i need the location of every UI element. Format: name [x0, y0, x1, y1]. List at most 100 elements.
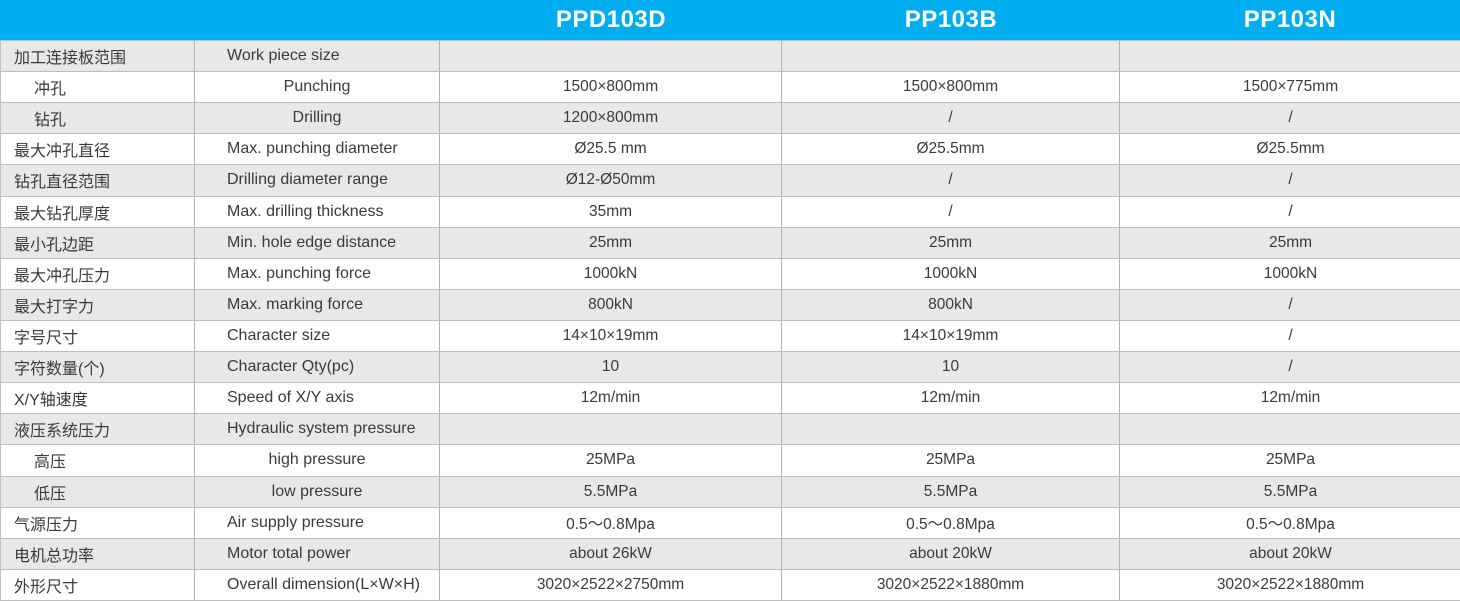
value-pp103n: / — [1288, 327, 1293, 345]
value-pp103b: 800kN — [782, 289, 1120, 320]
table-header-row: PPD103D PP103B PP103N — [0, 0, 1460, 40]
spec-label-en: Hydraulic system pressure — [195, 414, 440, 445]
value-pp103n: / — [1288, 202, 1293, 220]
table-row: 最大冲孔压力 Max. punching force 1000kN 1000kN… — [1, 257, 1460, 289]
value-pp103n: 3020×2522×1880mm — [1216, 575, 1365, 593]
value-ppd103d: Ø12-Ø50mm — [440, 165, 782, 196]
value-pp103n: 5.5MPa — [1263, 482, 1318, 500]
value-pp103b: / — [782, 196, 1120, 227]
spec-label-en: Overall dimension(L×W×H) — [195, 569, 440, 600]
value-pp103n — [1120, 414, 1460, 444]
value-ppd103d: 25mm — [440, 227, 782, 258]
value-pp103n: 25mm — [1268, 233, 1313, 251]
value-pp103b: / — [782, 103, 1120, 134]
spec-label-cn: 电机总功率 — [1, 538, 195, 569]
value-pp103n: / — [1288, 109, 1293, 127]
spec-label-cn: X/Y轴速度 — [1, 383, 195, 414]
spec-label-cn: 冲孔 — [1, 72, 195, 103]
table-row: 电机总功率 Motor total power about 26kW about… — [1, 537, 1460, 569]
value-ppd103d: 1200×800mm — [440, 103, 782, 134]
header-spacer-cn — [0, 0, 195, 40]
value-pp103b: about 20kW — [782, 538, 1120, 569]
spec-label-cn: 液压系统压力 — [1, 414, 195, 445]
table-row: 气源压力 Air supply pressure 0.5～0.8Mpa 0.5～… — [1, 506, 1460, 538]
value-pp103n: / — [1288, 358, 1293, 376]
column-header-pp103b: PP103B — [904, 6, 998, 33]
spec-label-cn: 外形尺寸 — [1, 569, 195, 600]
spec-label-cn: 最大冲孔压力 — [1, 258, 195, 289]
header-spacer-en — [195, 0, 440, 40]
spec-label-cn: 最大钻孔厚度 — [1, 196, 195, 227]
spec-label-en: Speed of X/Y axis — [195, 383, 440, 414]
table-row: 字号尺寸 Character size 14×10×19mm 14×10×19m… — [1, 319, 1460, 352]
table-row: 加工连接板范围 Work piece size — [1, 40, 1460, 72]
table-row: 钻孔 Drilling 1200×800mm / / — [1, 102, 1460, 134]
spec-label-en: Character Qty(pc) — [195, 352, 440, 383]
value-ppd103d: about 26kW — [440, 538, 782, 569]
spec-label-en: Max. punching force — [195, 258, 440, 289]
value-ppd103d: 14×10×19mm — [440, 320, 782, 352]
table-row: 最大打字力 Max. marking force 800kN 800kN / — [1, 288, 1460, 320]
value-pp103n: / — [1288, 295, 1293, 313]
table-row: 外形尺寸 Overall dimension(L×W×H) 3020×2522×… — [1, 568, 1460, 600]
value-pp103n: Ø25.5mm — [1256, 140, 1325, 158]
value-pp103b: 1000kN — [782, 258, 1120, 289]
table-row: 冲孔 Punching 1500×800mm 1500×800mm 1500×7… — [1, 71, 1460, 103]
spec-label-en: Max. marking force — [195, 289, 440, 320]
spec-label-en: Air supply pressure — [195, 507, 440, 538]
value-ppd103d — [440, 414, 782, 445]
table-row: X/Y轴速度 Speed of X/Y axis 12m/min 12m/min… — [1, 382, 1460, 414]
column-header-pp103n: PP103N — [1243, 6, 1337, 33]
spec-label-en: Work piece size — [195, 41, 440, 72]
value-ppd103d: Ø25.5 mm — [440, 134, 782, 165]
value-ppd103d: 12m/min — [440, 383, 782, 414]
value-pp103b: 14×10×19mm — [782, 320, 1120, 352]
value-pp103b: 1500×800mm — [782, 72, 1120, 103]
value-pp103n: / — [1288, 171, 1293, 189]
value-pp103n: 1000kN — [1263, 264, 1318, 282]
value-pp103n: 25MPa — [1265, 451, 1316, 469]
spec-label-en: Drilling diameter range — [195, 165, 440, 196]
value-pp103b: 25MPa — [782, 445, 1120, 476]
value-ppd103d: 1000kN — [440, 258, 782, 289]
table-row: 最大冲孔直径 Max. punching diameter Ø25.5 mm Ø… — [1, 133, 1460, 165]
value-ppd103d — [440, 41, 782, 72]
spec-label-cn: 字号尺寸 — [1, 320, 195, 352]
spec-label-en: high pressure — [195, 445, 440, 476]
column-header-ppd103d: PPD103D — [555, 6, 667, 33]
value-pp103b: 5.5MPa — [782, 476, 1120, 507]
value-ppd103d: 1500×800mm — [440, 72, 782, 103]
spec-label-cn: 最大打字力 — [1, 289, 195, 320]
table-row: 字符数量(个) Character Qty(pc) 10 10 / — [1, 351, 1460, 383]
value-ppd103d: 5.5MPa — [440, 476, 782, 507]
spec-label-cn: 高压 — [1, 445, 195, 476]
table-row: 钻孔直径范围 Drilling diameter range Ø12-Ø50mm… — [1, 164, 1460, 196]
value-ppd103d: 25MPa — [440, 445, 782, 476]
value-pp103b: 25mm — [782, 227, 1120, 258]
value-pp103n: about 20kW — [1249, 544, 1332, 562]
value-pp103n: 0.5～0.8Mpa — [1246, 515, 1335, 533]
spec-label-en: Character size — [195, 320, 440, 352]
spec-label-en: Max. drilling thickness — [195, 196, 440, 227]
spec-label-cn: 最小孔边距 — [1, 227, 195, 258]
spec-label-en: Punching — [195, 72, 440, 103]
spec-label-en: Min. hole edge distance — [195, 227, 440, 258]
value-pp103b: 12m/min — [782, 383, 1120, 414]
table-body: 加工连接板范围 Work piece size 冲孔 Punching 1500… — [0, 40, 1460, 601]
value-pp103n: 1500×775mm — [1242, 78, 1339, 96]
spec-label-cn: 钻孔直径范围 — [1, 165, 195, 196]
value-ppd103d: 3020×2522×2750mm — [440, 569, 782, 600]
table-row: 最小孔边距 Min. hole edge distance 25mm 25mm … — [1, 226, 1460, 258]
table-row: 最大钻孔厚度 Max. drilling thickness 35mm / / — [1, 195, 1460, 227]
spec-label-cn: 最大冲孔直径 — [1, 134, 195, 165]
value-pp103b: 10 — [782, 352, 1120, 383]
value-ppd103d: 10 — [440, 352, 782, 383]
spec-label-en: Drilling — [195, 103, 440, 134]
value-ppd103d: 0.5～0.8Mpa — [440, 507, 782, 538]
table-row: 高压 high pressure 25MPa 25MPa 25MPa — [1, 444, 1460, 476]
spec-label-cn: 加工连接板范围 — [1, 41, 195, 72]
value-ppd103d: 800kN — [440, 289, 782, 320]
table-row: 液压系统压力 Hydraulic system pressure — [1, 413, 1460, 445]
spec-label-cn: 气源压力 — [1, 507, 195, 538]
value-pp103b — [782, 41, 1120, 72]
